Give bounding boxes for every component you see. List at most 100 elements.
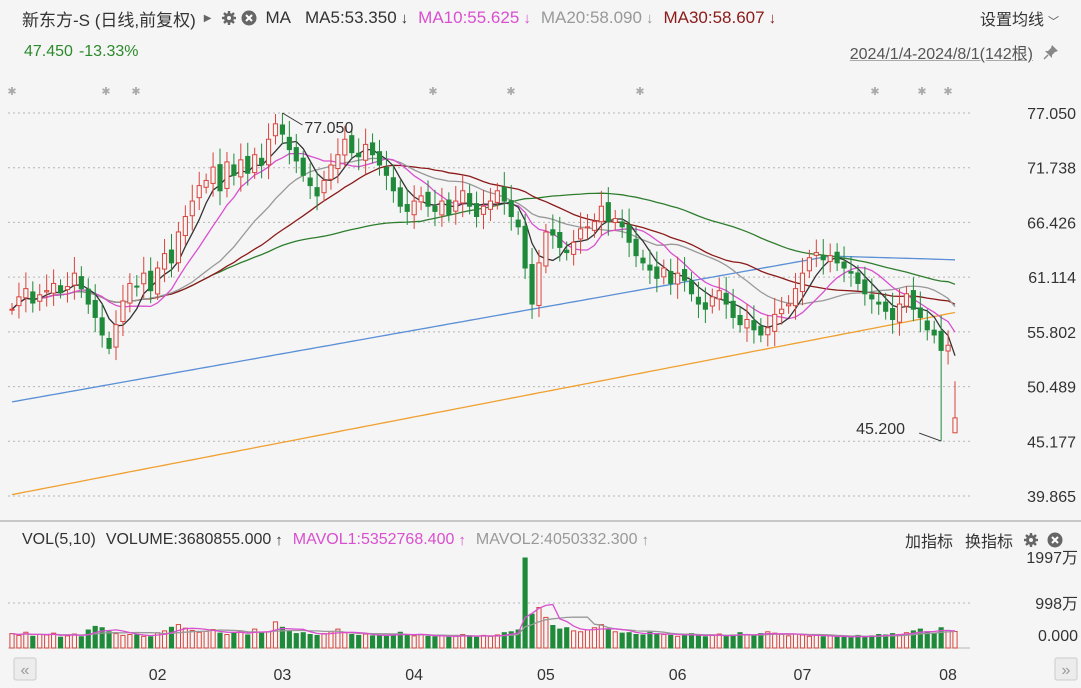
chevron-right-icon: »: [1062, 662, 1071, 679]
y-axis-ticks: 77.050 71.738 66.426 61.114 55.802 50.489 45.1…: [1027, 106, 1076, 506]
volume-bar: [467, 635, 473, 649]
gear-icon[interactable]: [221, 10, 237, 26]
volume-bar: [917, 628, 923, 649]
expand-triangle-icon[interactable]: ▶: [203, 12, 212, 24]
candle-body: [148, 270, 154, 292]
add-indicator-button[interactable]: 加指标: [904, 534, 953, 551]
candle-body: [182, 216, 188, 237]
ma-setting-button[interactable]: 设置均线 ﹀: [980, 6, 1059, 30]
price-change: -13.33%: [78, 43, 139, 60]
volume-bar: [369, 635, 376, 649]
candle-body: [688, 280, 695, 295]
candle-body: [626, 224, 632, 243]
candle-body: [99, 317, 105, 336]
candle-body: [668, 270, 674, 284]
volume-bar: [619, 632, 625, 649]
candlesticks: [9, 113, 958, 442]
candle-body: [453, 200, 459, 212]
candle-body: [356, 152, 362, 158]
candle-body: [841, 261, 847, 269]
volume-bar: [363, 633, 369, 649]
event-marker: ✱: [131, 86, 140, 98]
candle-body: [203, 179, 209, 188]
candle-body: [120, 300, 126, 322]
volume-bar: [321, 633, 327, 649]
candle-body: [730, 300, 736, 318]
volume-bar: [64, 635, 71, 649]
candle-body: [376, 151, 383, 166]
volume-bar: [196, 631, 202, 649]
candle-body: [44, 290, 50, 293]
candle-body: [591, 221, 598, 231]
candle-body: [550, 229, 556, 236]
volume-bar: [890, 633, 896, 649]
volume-bar: [765, 631, 771, 649]
volume-bar: [952, 630, 958, 649]
candle-body: [307, 177, 313, 187]
candle-body: [168, 249, 175, 264]
volume-bar: [758, 633, 764, 649]
close-circle-icon[interactable]: [1047, 532, 1063, 548]
candle-body: [903, 293, 910, 307]
volume-bar: [231, 632, 237, 649]
pin-icon[interactable]: [1043, 44, 1059, 60]
volume-bar: [425, 635, 431, 649]
volume-bar: [591, 627, 598, 649]
close-circle-icon[interactable]: [241, 10, 257, 26]
scrollbar[interactable]: «»: [13, 657, 1078, 681]
volume-bar: [508, 631, 514, 649]
volume-bar: [647, 631, 653, 649]
gear-icon[interactable]: [1023, 532, 1039, 548]
ma5-line: [11, 140, 956, 356]
candle-body: [161, 253, 168, 270]
volume-bar: [682, 634, 688, 649]
volume-bar: [480, 634, 487, 649]
mavol2-value: MAVOL2:4050332.300: [475, 531, 638, 548]
candle-body: [134, 285, 140, 288]
ma-arrow: ↓: [768, 9, 777, 27]
candle-body: [293, 147, 299, 162]
volume-bar: [99, 627, 105, 649]
volume-bar: [910, 630, 916, 649]
candle-body: [890, 308, 896, 321]
candle-body: [92, 299, 98, 318]
scroll-left-button: [13, 657, 37, 681]
volume-bar: [869, 635, 875, 649]
volume-bar: [876, 634, 882, 649]
candle-body: [245, 155, 251, 174]
volume-bar: [78, 636, 84, 649]
volume-bar: [903, 632, 910, 649]
volume-bar: [383, 635, 390, 649]
volume-bar: [896, 634, 903, 649]
volume-bar: [349, 634, 355, 649]
candle-body: [938, 330, 944, 351]
x-tick-label: 06: [669, 667, 687, 684]
volume-tick-label: 0.000: [1038, 628, 1078, 645]
candle-body: [709, 296, 715, 307]
y-tick-label: 61.114: [1028, 270, 1076, 287]
candle-body: [675, 272, 681, 285]
mavol1-value: MAVOL1:5352768.400: [292, 531, 455, 548]
candle-body: [564, 249, 570, 254]
candle-body: [779, 308, 785, 315]
candle-body: [335, 154, 341, 170]
candle-body: [876, 301, 882, 305]
volume-bar: [515, 629, 521, 649]
candle-body: [855, 272, 861, 284]
volume-ma-lines: [11, 603, 956, 638]
volume-bar: [855, 634, 861, 649]
volume-bar: [522, 557, 528, 649]
candle-body: [654, 266, 660, 279]
ma-legend-item: MA10:55.625: [418, 8, 520, 27]
date-range[interactable]: 2024/1/4-2024/8/1(142根): [849, 46, 1033, 63]
stock-title[interactable]: 新东方-S (日线,前复权): [22, 10, 196, 30]
switch-indicator-button[interactable]: 换指标: [964, 534, 1013, 551]
mavol2-line: [11, 616, 956, 637]
volume-bar: [356, 634, 362, 649]
volume-bar: [668, 634, 674, 649]
candle-body: [321, 179, 327, 194]
candle-body: [64, 286, 71, 291]
candle-body: [862, 279, 868, 295]
volume-bar: [716, 633, 722, 649]
